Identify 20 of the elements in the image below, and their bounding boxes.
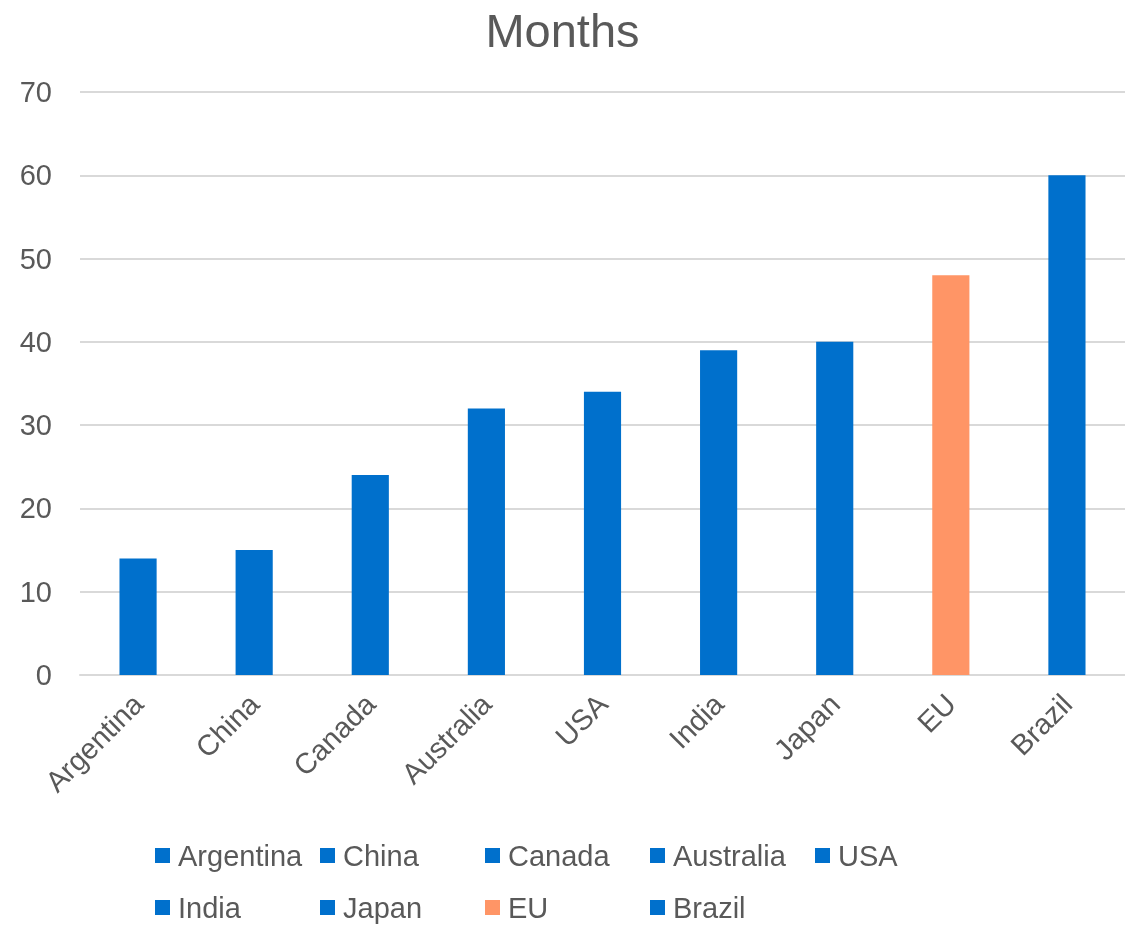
y-tick-label: 20 <box>19 492 52 525</box>
legend-label: Japan <box>343 891 423 924</box>
x-tick-label: EU <box>911 687 963 739</box>
legend-label: USA <box>838 839 899 872</box>
chart-title: Months <box>485 4 640 57</box>
x-tick-label: USA <box>549 687 615 753</box>
y-tick-label: 40 <box>19 325 52 358</box>
y-tick-label: 10 <box>19 575 52 608</box>
y-tick-label: 0 <box>35 659 52 691</box>
legend-label: India <box>178 891 242 924</box>
y-tick-label: 50 <box>19 242 52 275</box>
y-tick-label: 30 <box>19 409 52 442</box>
legend-label: EU <box>508 891 549 924</box>
legend-label: Brazil <box>673 891 746 924</box>
legend-label: China <box>343 839 420 872</box>
legend-label: Argentina <box>178 839 304 872</box>
y-tick-label: 70 <box>19 76 52 108</box>
y-tick-label: 60 <box>19 159 52 192</box>
legend-label: Canada <box>508 839 611 872</box>
legend-label: Australia <box>673 839 787 872</box>
